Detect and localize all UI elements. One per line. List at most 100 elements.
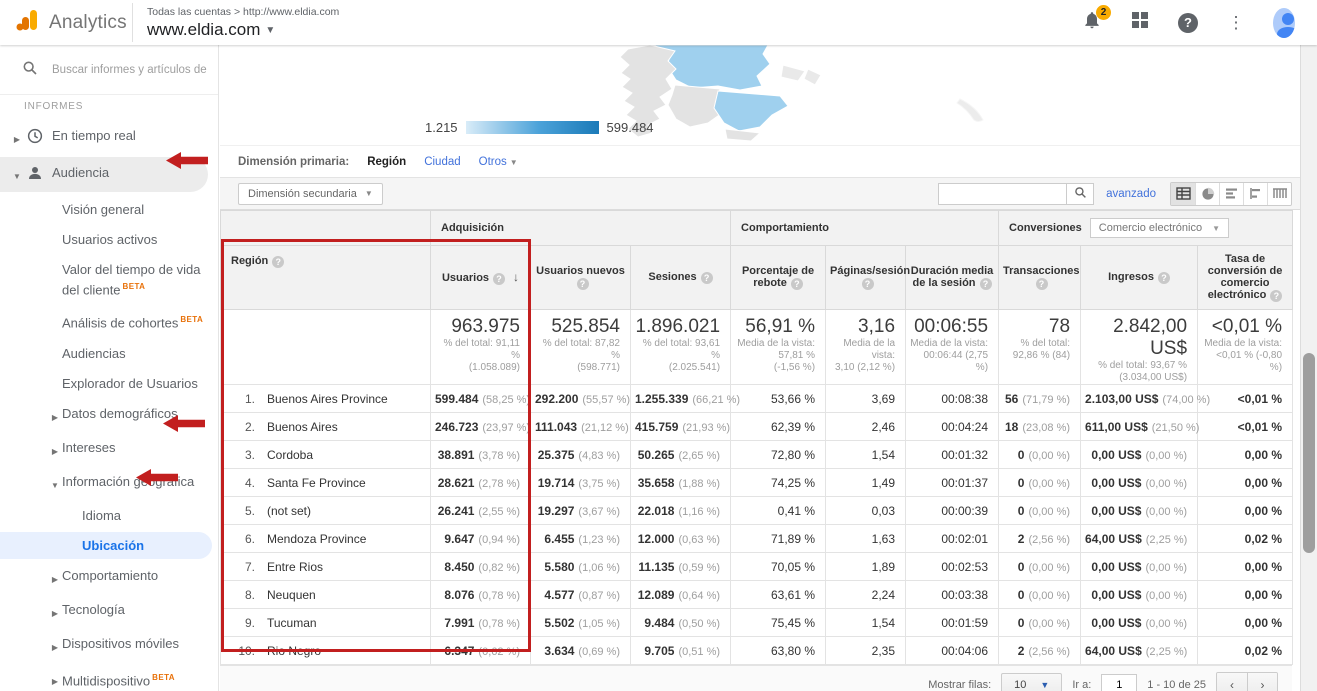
sidebar-item-analisis-de-cohortes[interactable]: Análisis de cohortes BETA bbox=[0, 306, 218, 336]
help-icon[interactable]: ? bbox=[272, 256, 285, 268]
view-table-button[interactable] bbox=[1171, 182, 1195, 205]
column-header-ingresos[interactable]: Ingresos? bbox=[1080, 245, 1199, 310]
sidebar-item-vision-general[interactable]: Visión general bbox=[0, 196, 218, 223]
sidebar-item-tecnologia[interactable]: ▶ Tecnología bbox=[0, 596, 218, 627]
region-name[interactable]: Santa Fe Province bbox=[267, 475, 366, 490]
column-header-transacciones[interactable]: Transacciones? bbox=[998, 245, 1082, 310]
sort-desc-icon[interactable]: ↓ bbox=[513, 270, 520, 284]
help-icon[interactable]: ? bbox=[790, 278, 803, 290]
metric-value: 25.375 bbox=[537, 447, 575, 462]
sidebar-item-explorador-de-usuarios[interactable]: Explorador de Usuarios bbox=[0, 370, 218, 397]
view-comparison-button[interactable] bbox=[1243, 182, 1267, 205]
region-name[interactable]: Cordoba bbox=[267, 447, 314, 462]
region-name[interactable]: Neuquen bbox=[267, 587, 316, 602]
sidebar-item-datos-demograficos[interactable]: ▶ Datos demográficos bbox=[0, 400, 218, 431]
help-icon[interactable]: ? bbox=[979, 278, 992, 290]
secondary-dimension-button[interactable]: Dimensión secundaria ▼ bbox=[238, 182, 383, 205]
advanced-search-link[interactable]: avanzado bbox=[1106, 187, 1156, 200]
pages-cell: 1,54 bbox=[825, 440, 907, 469]
metric-percent: (21,50 %) bbox=[1151, 421, 1200, 434]
sidebar-item-comportamiento[interactable]: ▶ Comportamiento bbox=[0, 562, 218, 593]
chevron-down-icon[interactable]: ▼ bbox=[13, 172, 21, 181]
sidebar-item-multidispositivo[interactable]: ▶ Multidispositivo BETA bbox=[0, 664, 218, 691]
region-name[interactable]: Mendoza Province bbox=[267, 531, 367, 546]
notifications-button[interactable]: 2 bbox=[1081, 4, 1111, 34]
chevron-right-icon[interactable]: ▶ bbox=[51, 574, 59, 584]
region-name[interactable]: Buenos Aires bbox=[267, 419, 338, 434]
sidebar-item-audiencias[interactable]: Audiencias bbox=[0, 340, 218, 367]
account-switcher[interactable]: Todas las cuentas > http://www.eldia.com… bbox=[132, 2, 339, 43]
more-menu-button[interactable]: ⋮ bbox=[1225, 12, 1247, 34]
sidebar-item-idioma[interactable]: Idioma bbox=[0, 502, 218, 529]
sidebar-search[interactable]: Buscar informes y artículos de bbox=[0, 45, 218, 95]
region-name[interactable]: Tucuman bbox=[267, 615, 317, 630]
column-header-usuarios-nuevos[interactable]: Usuarios nuevos? bbox=[530, 245, 631, 310]
sidebar-item-valor-del-tiempo-de-vida-del-cliente[interactable]: Valor del tiempo de vida del cliente BETA bbox=[0, 256, 218, 303]
dimension-ciudad[interactable]: Ciudad bbox=[424, 155, 461, 168]
column-header-tasa-conversion[interactable]: Tasa de conversión de comercio electróni… bbox=[1197, 245, 1294, 310]
rows-per-page-select[interactable]: 10 ▼ bbox=[1001, 673, 1063, 691]
help-icon[interactable]: ? bbox=[861, 278, 874, 290]
help-icon[interactable]: ? bbox=[493, 273, 506, 285]
view-pie-button[interactable] bbox=[1195, 182, 1219, 205]
chevron-right-icon[interactable]: ▶ bbox=[51, 676, 59, 686]
sidebar-item-informacion-geografica[interactable]: ▼ Información geográfica bbox=[0, 468, 218, 499]
dimension-otros[interactable]: Otros ▼ bbox=[479, 156, 518, 168]
region-name[interactable]: Entre Rios bbox=[267, 559, 324, 574]
conv_rate-cell: 0,00 % bbox=[1197, 552, 1294, 581]
apps-grid-button[interactable] bbox=[1129, 12, 1151, 34]
page-scrollbar[interactable] bbox=[1300, 45, 1317, 691]
help-icon[interactable]: ? bbox=[700, 272, 713, 284]
transactions-cell: 0 (0,00 %) bbox=[998, 496, 1082, 525]
metric-percent: (3,67 %) bbox=[578, 505, 620, 518]
region-name[interactable]: Rio Negro bbox=[267, 643, 322, 658]
view-performance-button[interactable] bbox=[1219, 182, 1243, 205]
sidebar-item-ubicacion[interactable]: Ubicación bbox=[0, 531, 212, 559]
region-name[interactable]: (not set) bbox=[267, 503, 312, 518]
chevron-right-icon[interactable]: ▶ bbox=[51, 642, 59, 652]
goto-page-input[interactable] bbox=[1101, 674, 1138, 691]
pages-cell: 1,63 bbox=[825, 524, 907, 553]
table-row-entre-rios: 7. Entre Rios 8.450 (0,82 %) 5.580 (1,06 %) 11… bbox=[220, 552, 1294, 581]
view-pivot-button[interactable] bbox=[1267, 182, 1291, 205]
metric-percent: (55,57 %) bbox=[582, 393, 631, 406]
rows-per-page-value: 10 bbox=[1014, 679, 1027, 691]
conversions-type-dropdown[interactable]: Comercio electrónico ▼ bbox=[1089, 218, 1230, 238]
sidebar-item-usuarios-activos[interactable]: Usuarios activos bbox=[0, 226, 218, 253]
help-icon[interactable]: ? bbox=[1157, 272, 1170, 284]
column-header-rebote[interactable]: Porcentaje de rebote? bbox=[730, 245, 827, 310]
users-cell: 8.450 (0,82 %) bbox=[430, 552, 531, 581]
geo-map[interactable]: 1.215 599.484 bbox=[220, 45, 1300, 145]
regions-table: Adquisición Comportamiento Conversiones … bbox=[220, 210, 1294, 665]
chevron-right-icon[interactable]: ▶ bbox=[51, 446, 59, 456]
account-avatar[interactable] bbox=[1273, 7, 1295, 38]
chevron-down-icon[interactable]: ▼ bbox=[51, 480, 59, 490]
help-icon[interactable]: ? bbox=[576, 278, 589, 290]
column-header-sesiones[interactable]: Sesiones? bbox=[629, 245, 732, 310]
sidebar-item-audiencia[interactable]: ▼ Audiencia bbox=[0, 157, 208, 192]
chevron-right-icon[interactable]: ▶ bbox=[13, 135, 21, 144]
chevron-right-icon[interactable]: ▶ bbox=[51, 412, 59, 422]
column-header-usuarios[interactable]: Usuarios? ↓ bbox=[430, 245, 531, 310]
column-header-duracion[interactable]: Duración media de la sesión? bbox=[905, 245, 1000, 310]
table-search-button[interactable] bbox=[1066, 182, 1095, 205]
sidebar-item-intereses[interactable]: ▶ Intereses bbox=[0, 434, 218, 465]
column-header-region[interactable]: Región? bbox=[220, 245, 431, 310]
sidebar-item-dispositivos-moviles[interactable]: ▶ Dispositivos móviles bbox=[0, 630, 218, 661]
region-name[interactable]: Buenos Aires Province bbox=[267, 391, 388, 406]
column-header-paginas-sesion[interactable]: Páginas/sesión? bbox=[825, 245, 910, 310]
help-icon[interactable]: ? bbox=[1035, 278, 1048, 290]
table-search-input[interactable] bbox=[938, 182, 1067, 205]
metric-percent: (0,00 %) bbox=[1028, 505, 1071, 518]
help-icon[interactable]: ? bbox=[1270, 290, 1283, 302]
analytics-logo[interactable]: Analytics bbox=[0, 7, 132, 38]
prev-page-button[interactable]: ‹ bbox=[1217, 673, 1247, 691]
sidebar-item-en-tiempo-real[interactable]: ▶ En tiempo real bbox=[0, 122, 218, 153]
next-page-button[interactable]: › bbox=[1247, 673, 1277, 691]
help-button[interactable]: ? bbox=[1177, 12, 1199, 34]
chevron-right-icon[interactable]: ▶ bbox=[51, 608, 59, 618]
clock-icon bbox=[26, 127, 44, 145]
metric-value: 0,00 % bbox=[1244, 475, 1283, 490]
scrollbar-thumb[interactable] bbox=[1303, 353, 1315, 553]
dimension-region[interactable]: Región bbox=[367, 155, 407, 168]
